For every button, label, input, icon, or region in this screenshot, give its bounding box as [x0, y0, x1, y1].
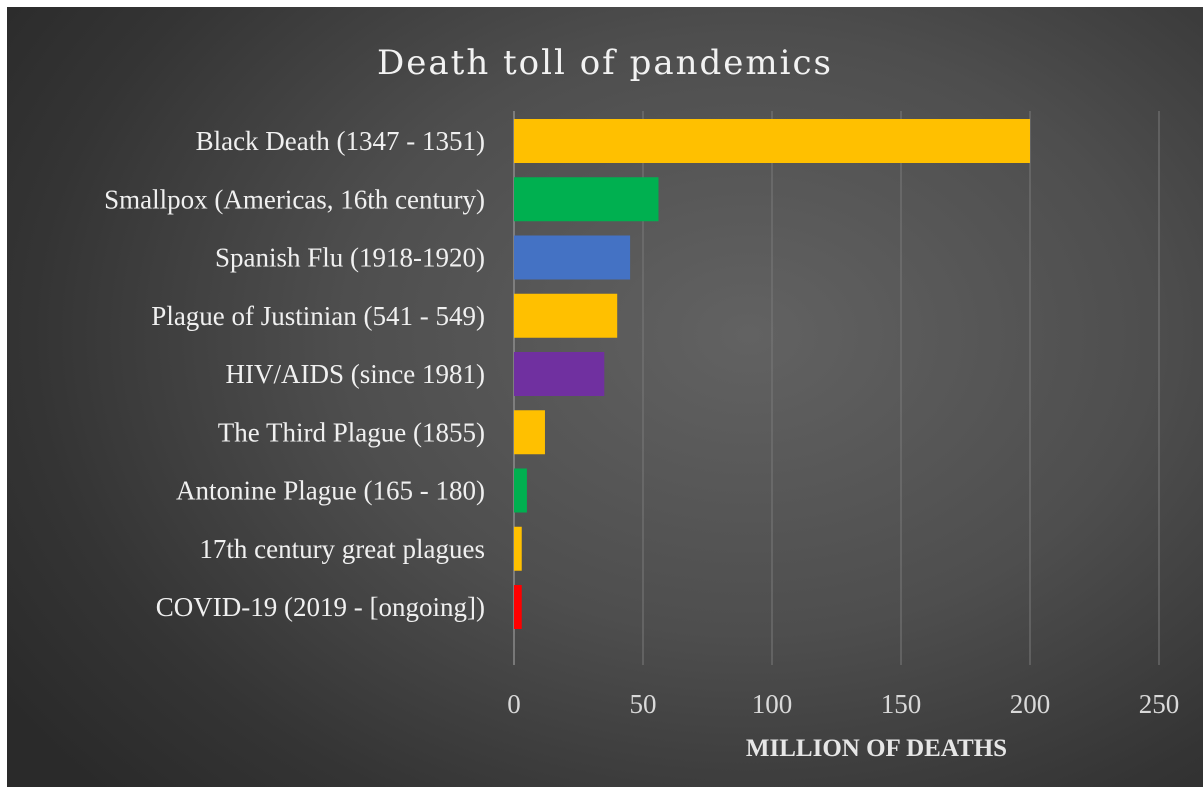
x-tick-label: 50 [630, 689, 657, 719]
bar [514, 410, 545, 455]
bar-chart: Black Death (1347 - 1351) Smallpox (Ameri… [104, 111, 1180, 762]
bar [514, 468, 527, 513]
bar [514, 526, 522, 571]
chart-area: Death toll of pandemics Black Death (134… [7, 7, 1203, 787]
bar [514, 119, 1030, 163]
bar [514, 585, 522, 629]
chart-title: Death toll of pandemics [377, 43, 833, 83]
x-tick-label: 0 [507, 689, 521, 719]
bar [514, 352, 605, 396]
x-tick-label: 100 [752, 689, 793, 719]
x-tick-label: 250 [1139, 689, 1180, 719]
category-label: Spanish Flu (1918-1920) [215, 243, 485, 273]
x-tick-label: 200 [1010, 689, 1051, 719]
bar [514, 235, 631, 280]
bar [514, 177, 659, 222]
category-label: HIV/AIDS (since 1981) [226, 359, 485, 389]
category-label: COVID-19 (2019 - [ongoing]) [156, 592, 485, 622]
category-label: Plague of Justinian (541 - 549) [151, 301, 485, 331]
bar [514, 293, 618, 338]
category-label: Antonine Plague (165 - 180) [176, 476, 485, 506]
x-tick-label: 150 [881, 689, 922, 719]
category-label: Black Death (1347 - 1351) [196, 126, 485, 156]
category-label: Smallpox (Americas, 16th century) [104, 184, 485, 214]
category-label: The Third Plague (1855) [218, 417, 485, 447]
category-label: 17th century great plagues [199, 534, 485, 564]
x-axis-title: MILLION OF DEATHS [746, 735, 1007, 762]
